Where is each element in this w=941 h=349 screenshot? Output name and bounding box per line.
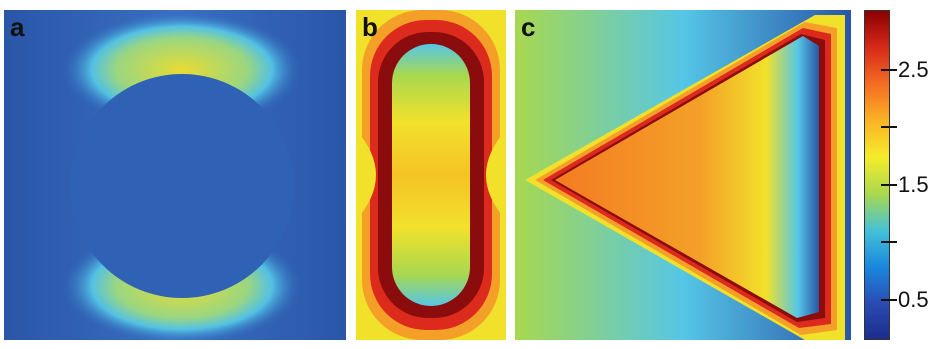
panel-a: a — [4, 10, 346, 340]
panel-c-field — [515, 10, 851, 340]
triangle-prism — [555, 36, 819, 318]
particle-disk — [70, 74, 294, 298]
panel-b: b — [356, 10, 506, 340]
panel-c: c — [515, 10, 851, 340]
panel-label-c: c — [521, 12, 536, 42]
panel-b-field — [356, 10, 506, 340]
colorbar-tick-1-5 — [881, 184, 897, 186]
colorbar-label-2-5: 2.5 — [898, 57, 929, 82]
colorbar-label-1-5: 1.5 — [898, 172, 929, 197]
panel-label-a: a — [10, 12, 25, 42]
nanorod — [392, 44, 470, 306]
colorbar — [864, 10, 890, 340]
colorbar-tick-1-0 — [881, 241, 897, 243]
panel-label-b: b — [362, 12, 378, 42]
colorbar-tick-0-5 — [881, 299, 897, 301]
colorbar-label-0-5: 0.5 — [898, 287, 929, 312]
colorbar-tick-2-5 — [881, 69, 897, 71]
panel-a-field — [4, 10, 346, 340]
colorbar-tick-2-0 — [881, 126, 897, 128]
